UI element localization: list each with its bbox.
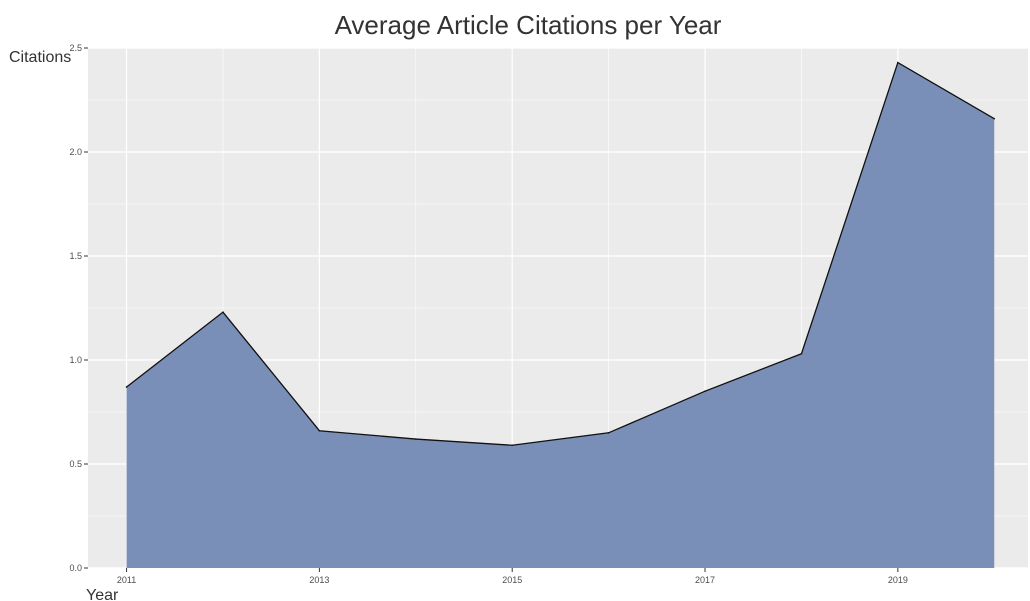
y-axis-title: Citations	[9, 49, 71, 66]
data-point	[222, 311, 224, 313]
data-point	[511, 444, 514, 447]
x-tick-label: 2015	[502, 575, 522, 585]
data-point	[318, 429, 321, 432]
y-tick-label: 0.5	[69, 459, 82, 469]
x-axis-title: Year	[86, 587, 119, 601]
data-point	[704, 390, 706, 393]
data-point	[607, 432, 610, 434]
chart-title: Average Article Citations per Year	[335, 10, 722, 40]
data-point	[993, 117, 996, 120]
x-tick-label: 2017	[695, 575, 715, 585]
data-points	[125, 61, 996, 447]
y-tick-label: 0.0	[69, 563, 82, 573]
y-tick-label: 2.0	[69, 147, 82, 157]
citations-area	[126, 62, 995, 569]
y-tick-label: 1.5	[69, 251, 82, 261]
citations-line	[126, 61, 995, 446]
data-point	[414, 438, 417, 440]
x-tick-label: 2013	[309, 575, 329, 585]
x-tick-label: 2019	[888, 575, 908, 585]
y-tick-label: 2.5	[69, 43, 82, 53]
x-tick-label: 2011	[117, 575, 136, 585]
data-point	[800, 352, 803, 355]
y-axis-ticks: 0.0 0.5 1.0 1.5 2.0 2.5	[69, 43, 88, 573]
y-tick-label: 1.0	[69, 355, 82, 365]
data-point	[897, 61, 899, 64]
x-axis-ticks: 2011 2013 2015 2017 2019	[117, 568, 908, 585]
data-point	[125, 386, 128, 388]
